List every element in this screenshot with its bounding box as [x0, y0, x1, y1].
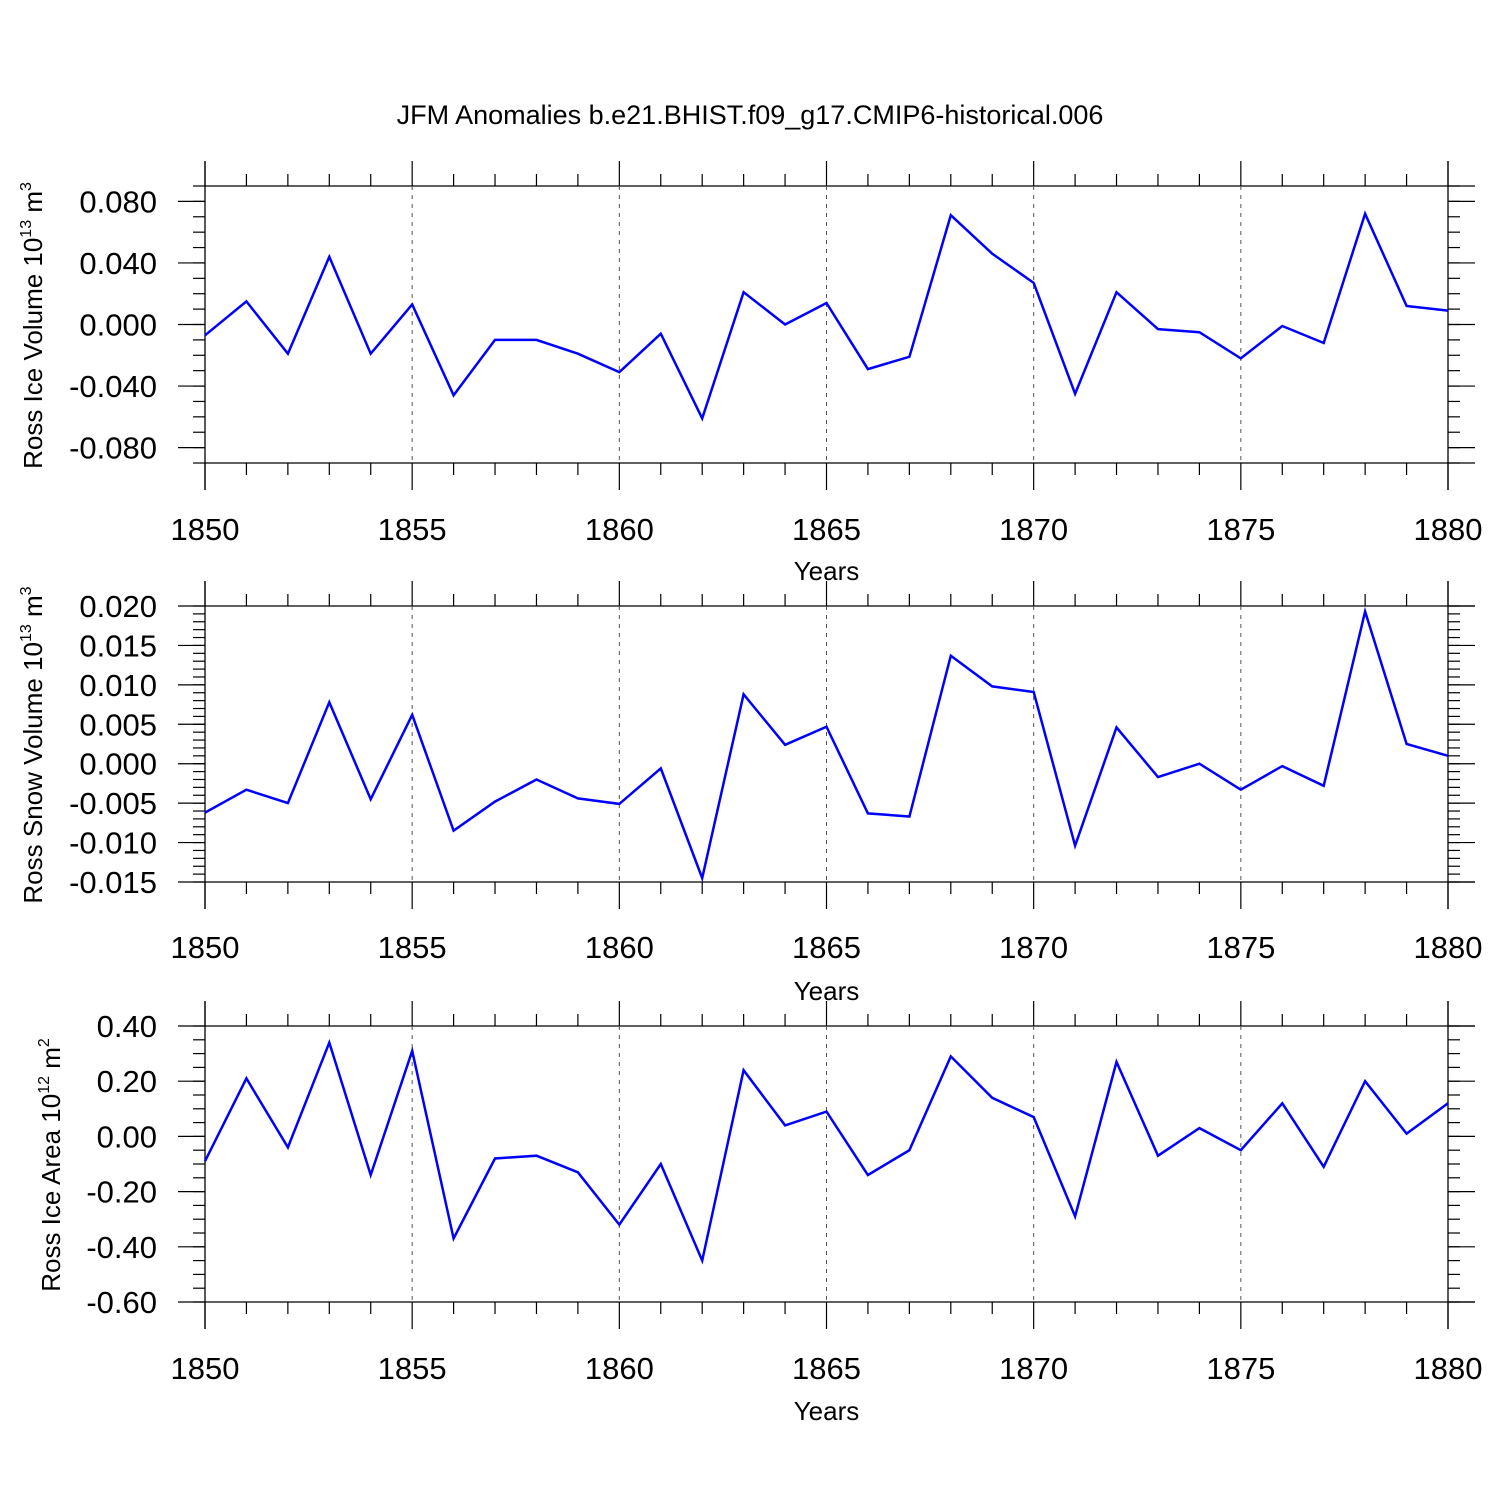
- x-tick-label: 1860: [585, 512, 654, 547]
- y-axis-label-unit: m: [18, 191, 48, 220]
- x-tick-label: 1865: [792, 1351, 861, 1386]
- x-tick-label: 1865: [792, 930, 861, 965]
- y-tick-label: -0.010: [69, 826, 157, 861]
- x-tick-label: 1860: [585, 930, 654, 965]
- y-axis-label-unit-exponent: 2: [36, 1038, 53, 1047]
- y-tick-label: 0.000: [79, 747, 157, 782]
- series-line: [204, 606, 1449, 883]
- series-line: [203, 1038, 1449, 1265]
- x-tick-label: 1850: [171, 512, 240, 547]
- y-tick-label: -0.005: [69, 786, 157, 821]
- y-tick-label: 0.00: [97, 1119, 157, 1154]
- y-tick-label: -0.080: [69, 431, 157, 466]
- y-tick-label: 0.015: [79, 628, 157, 663]
- y-tick-label: -0.015: [69, 865, 157, 900]
- y-tick-label: 0.080: [79, 184, 157, 219]
- series-line: [204, 210, 1449, 422]
- panel-ice-area: 1850 1855 1860 1865 1870 1875 1880 -0.60 -0.40 -0…: [36, 1001, 1482, 1426]
- y-axis-label-exponent: 13: [18, 220, 35, 238]
- x-axis-label: Years: [794, 1396, 860, 1426]
- y-tick-label: 0.20: [97, 1064, 157, 1099]
- panel-snow-volume: 1850 1855 1860 1865 1870 1875 1880 -0.015 -0.010…: [18, 581, 1482, 1006]
- x-tick-label: 1855: [378, 1351, 447, 1386]
- y-axis-label: Ross Ice Volume 1013 m3: [18, 182, 48, 469]
- x-tick-label: 1880: [1414, 1351, 1483, 1386]
- y-tick-label: 0.005: [79, 707, 157, 742]
- y-axis-label: Ross Ice Area 1012 m2: [36, 1038, 66, 1292]
- y-tick-label: -0.040: [69, 369, 157, 404]
- y-tick-label: 0.40: [97, 1009, 157, 1044]
- x-tick-label: 1860: [585, 1351, 654, 1386]
- y-axis-label-unit-exponent: 3: [18, 586, 35, 595]
- y-tick-label: 0.040: [79, 246, 157, 281]
- x-tick-label: 1870: [999, 512, 1068, 547]
- x-tick-label: 1855: [378, 930, 447, 965]
- y-tick-label: -0.60: [86, 1285, 157, 1320]
- x-tick-label: 1875: [1206, 1351, 1275, 1386]
- y-axis-label: Ross Snow Volume 1013 m3: [18, 586, 48, 903]
- x-tick-label: 1855: [378, 512, 447, 547]
- y-tick-label: 0.010: [79, 668, 157, 703]
- x-tick-label: 1880: [1414, 930, 1483, 965]
- x-tick-label: 1850: [171, 1351, 240, 1386]
- y-axis-label-unit-exponent: 3: [18, 182, 35, 191]
- panel-ice-volume: 1850 1855 1860 1865 1870 1875 1880 -0.080 -0.040…: [18, 161, 1482, 586]
- x-tick-label: 1870: [999, 930, 1068, 965]
- y-tick-label: -0.20: [86, 1175, 157, 1210]
- y-axis-label-main: Ross Ice Area 10: [36, 1094, 66, 1292]
- chart-title: JFM Anomalies b.e21.BHIST.f09_g17.CMIP6-…: [397, 100, 1104, 130]
- y-axis-label-main: Ross Ice Volume 10: [18, 238, 48, 469]
- y-axis-label-exponent: 12: [36, 1076, 53, 1094]
- x-tick-label: 1875: [1206, 512, 1275, 547]
- y-axis-label-exponent: 13: [18, 624, 35, 642]
- x-tick-label: 1880: [1414, 512, 1483, 547]
- y-tick-label: 0.020: [79, 589, 157, 624]
- y-axis-label-unit: m: [18, 595, 48, 624]
- x-tick-label: 1865: [792, 512, 861, 547]
- x-tick-label: 1875: [1206, 930, 1275, 965]
- x-tick-label: 1870: [999, 1351, 1068, 1386]
- y-axis-label-main: Ross Snow Volume 10: [18, 642, 48, 904]
- x-tick-label: 1850: [171, 930, 240, 965]
- y-tick-label: -0.40: [86, 1230, 157, 1265]
- y-axis-label-unit: m: [36, 1047, 66, 1076]
- y-tick-label: 0.000: [79, 308, 157, 343]
